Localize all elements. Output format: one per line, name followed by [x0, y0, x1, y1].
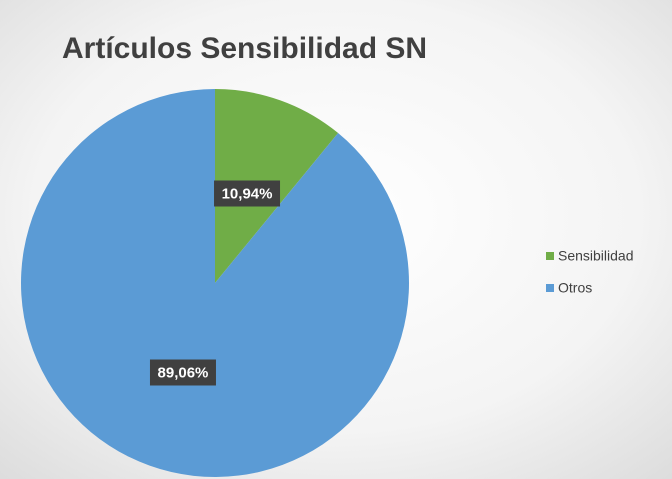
- value-label: 10,94%: [222, 185, 273, 202]
- value-label: 89,06%: [158, 364, 209, 381]
- legend-swatch: [546, 284, 554, 292]
- legend-swatch: [546, 252, 554, 260]
- pie-slice: [20, 89, 410, 477]
- legend-label: Otros: [558, 280, 592, 296]
- legend-label: Sensibilidad: [558, 248, 634, 264]
- value-label-box: [214, 180, 281, 207]
- value-label-box: [149, 359, 216, 386]
- chart-title: Artículos Sensibilidad SN: [62, 32, 427, 65]
